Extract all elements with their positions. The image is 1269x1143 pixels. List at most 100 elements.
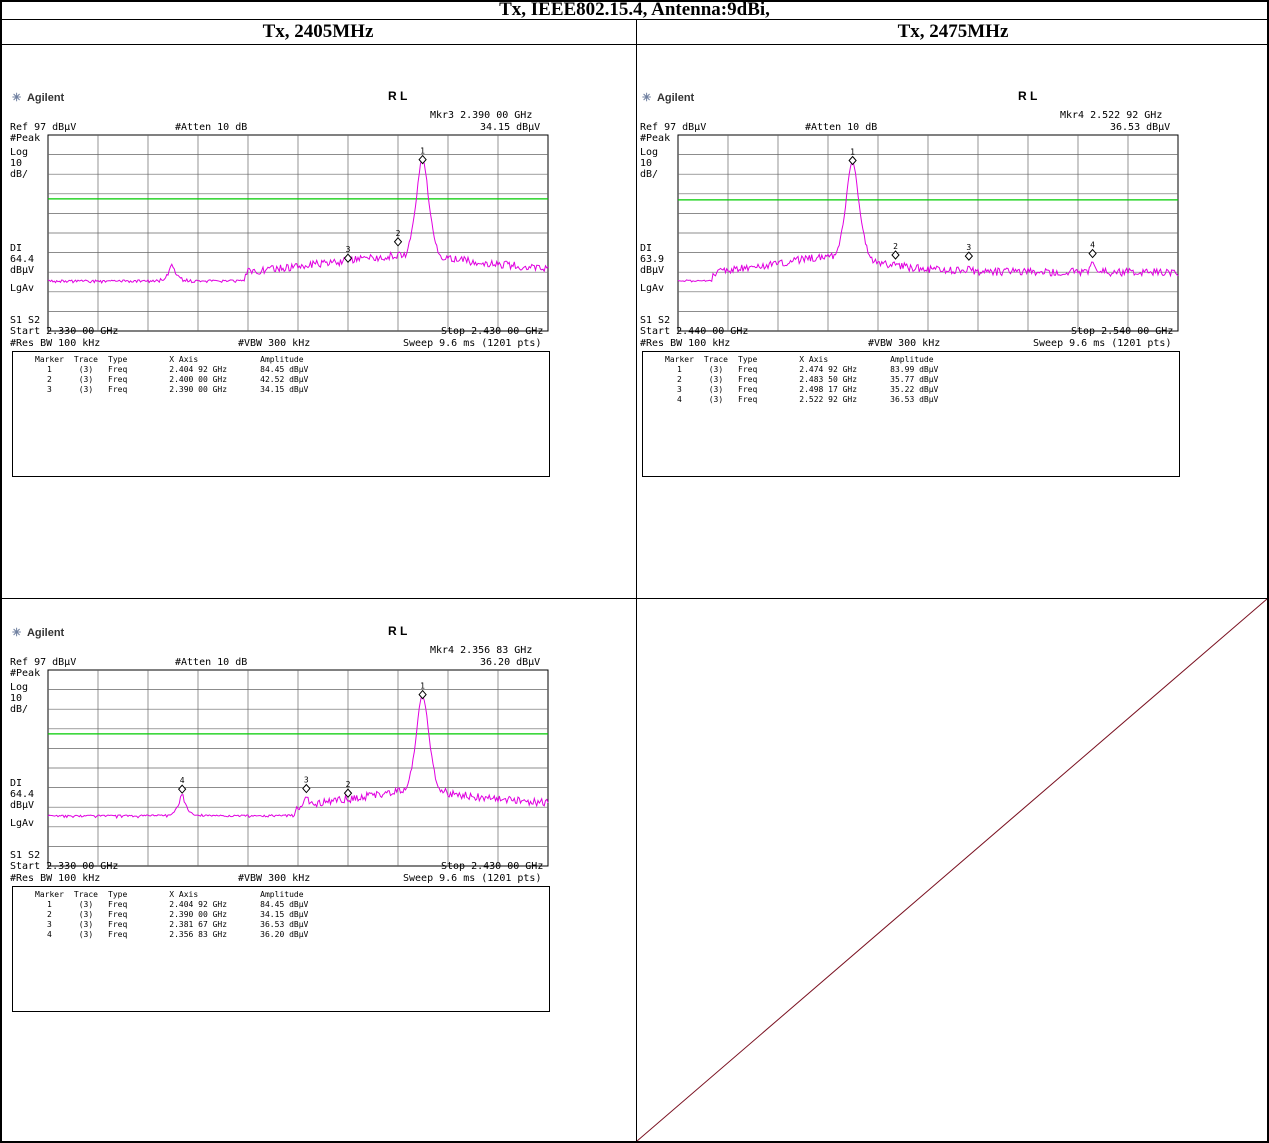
marker-label: 3 [304,776,309,785]
agilent-logo: ✳ Agilent [12,627,65,639]
display-line-unit: dBµV [10,265,35,276]
res-bw: #Res BW 100 kHz [10,338,101,349]
marker-label: 3 [966,243,971,252]
marker-label: 4 [1090,241,1095,250]
scale-div: 10 [640,158,653,169]
marker-table-row: 3 (3) Freq 2.381 67 GHz 36.53 dBµV [35,921,316,929]
spectrum-svg: 1 2 3 [47,134,549,332]
marker-table-cell: 84.45 dBµV [260,900,309,909]
marker-table-cell: 3 [677,385,682,394]
spectrum-trace [47,694,549,820]
marker-table-cell: 2.381 67 GHz [169,920,228,929]
marker-table-cell: 2 [47,375,52,384]
marker-readout: Mkr4 2.522 92 GHz [1060,110,1163,121]
res-bw: #Res BW 100 kHz [640,338,731,349]
scale-div: 10 [10,158,23,169]
sweep: Sweep 9.6 ms (1201 pts) [403,873,542,884]
marker-table-cell: 2.522 92 GHz [799,395,858,404]
display-line-label: DI [10,778,23,789]
marker-table-row: 2 (3) Freq 2.390 00 GHz 34.15 dBµV [35,911,316,919]
marker-table-cell: (3) [708,365,724,374]
display-line-label: DI [640,243,653,254]
marker-diamond [393,237,403,247]
agilent-logo: ✳ Agilent [12,92,65,104]
marker-label: 3 [346,245,351,254]
display-line-unit: dBµV [10,800,35,811]
ref-level: Ref 97 dBµV [640,122,707,133]
marker-table-cell: 2.483 50 GHz [799,375,858,384]
marker-table-row: 3 (3) Freq 2.498 17 GHz 35.22 dBµV [665,386,946,394]
column-header-2475: Tx, 2475MHz [897,21,1009,42]
scale-unit: dB/ [640,169,659,180]
display-line-unit: dBµV [640,265,665,276]
marker-table-cell: 2.498 17 GHz [799,385,858,394]
marker-table-header: Marker Trace Type X Axis Amplitude [665,356,946,364]
marker-table-row: 2 (3) Freq 2.483 50 GHz 35.77 dBµV [665,376,946,384]
marker-table-cell: (3) [78,930,94,939]
attenuation: #Atten 10 dB [175,657,248,668]
marker-amplitude: 36.20 dBµV [480,657,541,668]
marker-table-header: Marker Trace Type X Axis Amplitude [35,891,316,899]
marker-diamond [848,155,857,166]
marker-table-cell: Freq [108,930,128,939]
marker-table-cell: 42.52 dBµV [260,375,309,384]
marker-table-row: 4 (3) Freq 2.522 92 GHz 36.53 dBµV [665,396,946,404]
marker-table-cell: 3 [47,920,52,929]
stop-freq: Stop 2.540 00 GHz [1071,326,1174,337]
marker-table-cell: Freq [108,900,128,909]
marker-table-cell: 3 [47,385,52,394]
header-cell: X Axis [799,355,829,364]
detector: #Peak [640,133,671,144]
header-cell: Amplitude [260,890,304,899]
ref-level: Ref 97 dBµV [10,657,77,668]
marker-table-cell: 36.53 dBµV [260,920,309,929]
marker-table-cell: Freq [108,385,128,394]
marker-table-row: 1 (3) Freq 2.404 92 GHz 84.45 dBµV [35,366,316,374]
vbw: #VBW 300 kHz [238,873,311,884]
marker-label: 2 [396,229,401,238]
scale-log: Log [10,147,29,158]
marker-table-box: Marker Trace Type X Axis Amplitude 1 (3) F… [642,351,1180,477]
marker-table: Marker Trace Type X Axis Amplitude 1 (3) F… [33,354,318,396]
marker-diamond [418,689,427,700]
marker-label: 1 [850,147,855,156]
marker-table-cell: (3) [78,920,94,929]
marker-table-cell: 2.474 92 GHz [799,365,858,374]
marker-table-cell: Freq [738,365,758,374]
marker-table-header: Marker Trace Type X Axis Amplitude [35,356,316,364]
empty-cell-diagonal [637,599,1267,1141]
marker-table-box: Marker Trace Type X Axis Amplitude 1 (3) F… [12,886,550,1012]
header-cell: Amplitude [260,355,304,364]
res-bw: #Res BW 100 kHz [10,873,101,884]
marker-table-row: 1 (3) Freq 2.404 92 GHz 84.45 dBµV [35,901,316,909]
marker-label: 4 [180,776,185,785]
marker-table-row: 3 (3) Freq 2.390 00 GHz 34.15 dBµV [35,386,316,394]
marker-table-cell: 4 [47,930,52,939]
spectrum-trace [677,160,1179,283]
marker-table: Marker Trace Type X Axis Amplitude 1 (3) F… [663,354,948,406]
marker-table-cell: 1 [677,365,682,374]
marker-amplitude: 36.53 dBµV [1110,122,1171,133]
header-cell: Marker [35,355,64,364]
marker-table-cell: (3) [78,910,94,919]
marker-table-cell: 2.400 00 GHz [169,375,228,384]
marker-table-cell: (3) [78,375,94,384]
spectrum-svg: 1 2 3 4 [677,134,1179,332]
vbw: #VBW 300 kHz [868,338,941,349]
vbw: #VBW 300 kHz [238,338,311,349]
marker-table-row: 2 (3) Freq 2.400 00 GHz 42.52 dBµV [35,376,316,384]
mode-label: R L [1018,89,1038,103]
attenuation: #Atten 10 dB [805,122,878,133]
spectrum-svg: 1 2 3 4 [47,669,549,867]
detector: #Peak [10,133,41,144]
scale-unit: dB/ [10,704,29,715]
display-line-value: 64.4 [10,254,35,265]
marker-table-cell: 2.390 00 GHz [169,385,228,394]
sweep: Sweep 9.6 ms (1201 pts) [1033,338,1172,349]
mode-label: R L [388,624,408,638]
scale-div: 10 [10,693,23,704]
marker-table-cell: 2 [677,375,682,384]
attenuation: #Atten 10 dB [175,122,248,133]
marker-table-cell: 1 [47,365,52,374]
